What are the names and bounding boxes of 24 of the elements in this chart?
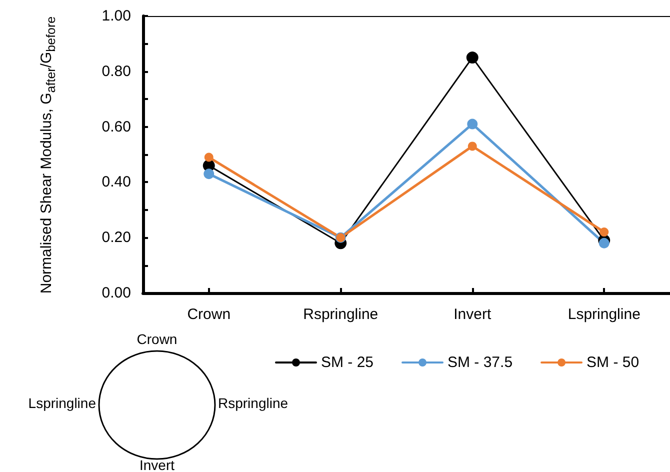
point	[598, 238, 610, 248]
y-tick-label: 1.00	[102, 8, 131, 24]
y-tick-label: 0.60	[102, 118, 131, 136]
x-tick-label: Rspringline	[303, 306, 378, 323]
legend-label: SM - 37.5	[448, 354, 513, 371]
text: Lspringline	[28, 395, 96, 411]
text: Rspringline	[218, 395, 288, 411]
point	[467, 118, 478, 130]
point	[466, 52, 478, 64]
point	[204, 168, 214, 180]
point	[600, 228, 609, 237]
text: Invert	[139, 457, 175, 472]
x-tick-label: Crown	[187, 306, 231, 323]
y-tick-label: 0.00	[102, 284, 131, 302]
x-tick-label: Lspringline	[568, 306, 640, 323]
legend-label: SM - 50	[586, 354, 640, 371]
y-tick-label: 0.80	[102, 62, 131, 80]
x-tick-label: Invert	[454, 306, 492, 323]
point	[468, 142, 477, 151]
y-tick-label: 0.40	[102, 174, 131, 191]
point	[204, 152, 214, 162]
y-tick-label: 0.20	[102, 229, 131, 246]
legend-label: SM - 25	[321, 354, 374, 371]
text: Crown	[136, 331, 178, 347]
